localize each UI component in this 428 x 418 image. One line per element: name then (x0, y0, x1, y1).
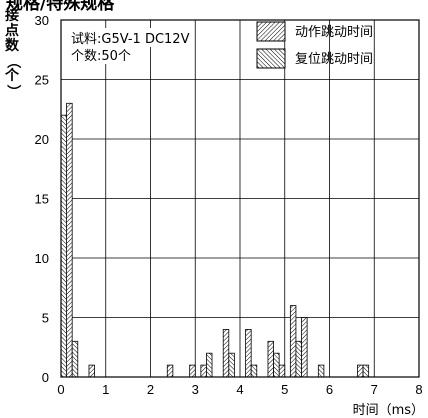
y-axis-label: 接点数（个） (3, 9, 21, 99)
bar-release (317, 364, 325, 378)
bar-operate (301, 317, 308, 378)
bar-release (206, 352, 213, 378)
bar-operate (278, 364, 286, 378)
bar-operate (88, 364, 95, 378)
plot-frame (60, 19, 420, 378)
bar-release (60, 114, 67, 378)
y-label-char: 数 (5, 38, 19, 54)
x-tick-label: 1 (102, 382, 109, 397)
legend-swatch (256, 21, 286, 42)
bar-operate (200, 364, 207, 378)
count-annotation: 个数:50个 (71, 45, 131, 64)
bar-operate (166, 364, 174, 378)
y-tick-label: 15 (35, 192, 49, 207)
legend-swatch (256, 48, 286, 69)
bar-release (250, 364, 258, 378)
sample-annotation: 试料:G5V-1 DC12V (71, 28, 190, 47)
legend-label: 复位跳动时间 (295, 52, 373, 67)
y-label-char: 个 (5, 68, 19, 84)
y-label-char: （ (4, 54, 21, 69)
bar-release (362, 364, 370, 378)
y-label-char: 点 (5, 23, 19, 39)
bars (60, 102, 370, 378)
x-tick-label: 0 (57, 382, 64, 397)
y-tick-label: 0 (42, 370, 49, 385)
x-tick-label: 6 (326, 382, 333, 397)
cropped-header-text: 规格/特殊规格 (6, 0, 115, 14)
bar-release (71, 340, 79, 378)
bar-release (273, 352, 280, 378)
bar-operate (289, 305, 297, 378)
legend-label: 动作跳动时间 (295, 25, 373, 40)
x-axis-label: 时间（ms） (352, 403, 424, 418)
x-tick-label: 5 (281, 382, 288, 397)
y-label-char: 接 (5, 8, 19, 24)
y-label-char: ） (4, 84, 21, 99)
y-tick-label: 5 (42, 311, 49, 326)
y-tick-label: 25 (35, 73, 49, 88)
bar-operate (189, 364, 196, 378)
x-tick-label: 3 (192, 382, 199, 397)
bar-operate (245, 328, 252, 378)
tick-labels: 0 1 2 3 4 5 6 7 8 0 5 10 15 20 25 30 (35, 13, 423, 397)
bar-operate (357, 364, 364, 378)
x-tick-label: 2 (147, 382, 154, 397)
bar-operate (267, 340, 274, 378)
y-tick-label: 30 (35, 13, 49, 28)
bar-operate (222, 328, 230, 378)
bar-release (228, 352, 235, 378)
x-tick-label: 7 (371, 382, 378, 397)
grid (60, 19, 420, 378)
bar-operate (66, 102, 73, 378)
x-tick-label: 4 (236, 382, 243, 397)
y-tick-label: 20 (35, 132, 49, 147)
x-tick-label: 8 (415, 382, 422, 397)
y-tick-label: 10 (35, 251, 49, 266)
bar-release (295, 340, 302, 378)
